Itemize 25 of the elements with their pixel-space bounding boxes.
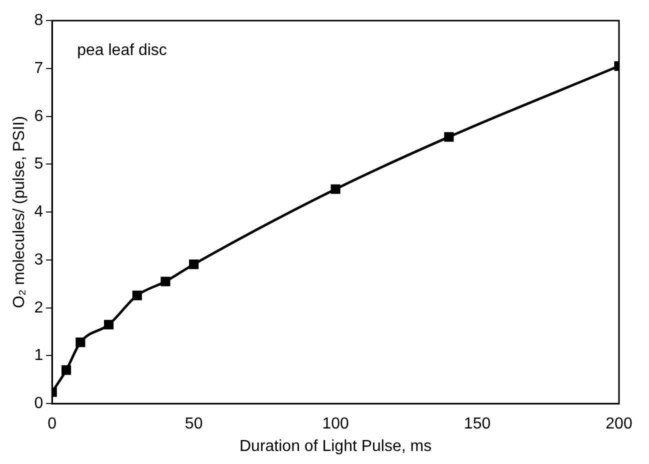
y-axis-title: O₂ molecules/ (pulse, PSII) [11,116,28,308]
y-tick-label: 2 [34,299,44,316]
x-tick-label: 50 [184,416,203,433]
y-tick-label: 7 [34,60,44,77]
x-tick-label: 150 [464,416,491,433]
x-tick-label: 100 [322,416,349,433]
point [61,365,72,375]
point [189,260,199,270]
point [330,184,340,194]
y-tick-label: 0 [34,395,44,412]
y-tick-label: 5 [34,156,44,173]
point [160,276,170,286]
y-tick-label: 4 [34,204,44,221]
point [76,338,86,348]
annotation: pea leaf disc [77,42,167,60]
y-tick-label: 6 [34,108,44,125]
y-tick-label: 1 [34,347,44,364]
point [444,132,454,142]
x-tick-label: 200 [606,416,632,433]
y-tick-label: 8 [34,12,44,30]
x-tick-label: 0 [48,416,57,433]
y-tick-label: 3 [34,251,44,268]
point [132,290,142,300]
point [104,320,114,330]
x-axis-title: Duration of Light Pulse, ms [240,438,432,455]
